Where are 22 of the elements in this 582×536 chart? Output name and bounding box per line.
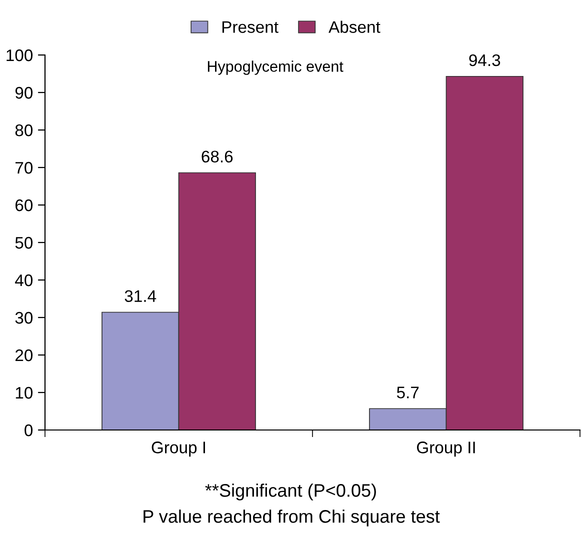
legend-label: Absent [328,20,380,33]
y-tick-label: 70 [16,162,33,174]
data-label: 5.7 [396,386,419,398]
y-tick-label: 60 [16,199,33,212]
data-label: 31.4 [124,290,156,302]
data-label: 94.3 [469,54,500,66]
y-tick-label: 0 [24,424,33,436]
y-tick-label: 100 [6,49,33,62]
y-tick-label: 20 [15,349,33,362]
y-tick-label: 90 [15,86,33,99]
text: P value reached from Chi square test [144,510,440,526]
legend-label: Present [222,21,278,33]
y-tick-label: 30 [15,312,33,324]
data-label: 68.6 [202,150,233,163]
text: **Significant (P<0.05) [205,484,376,500]
y-tick-label: 40 [15,274,33,286]
y-tick-label: 50 [15,236,33,249]
x-tick-label: Group I [152,442,206,457]
chart-title: Hypoglycemic event [208,60,344,75]
x-tick-label: Group II [416,442,475,457]
y-tick-label: 10 [16,386,33,399]
y-tick-label: 80 [15,124,33,136]
